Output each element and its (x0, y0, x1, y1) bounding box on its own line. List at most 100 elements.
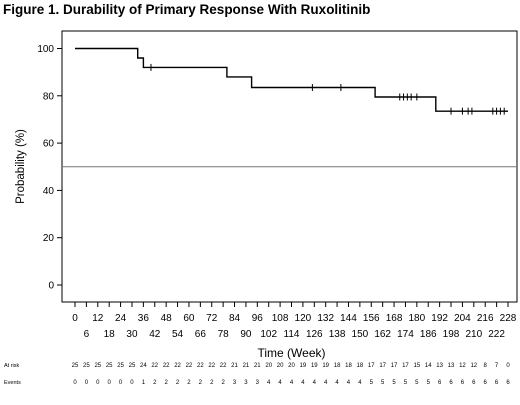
x-tick-label-bottom: 66 (195, 329, 207, 340)
risk-table-value: 17 (391, 363, 398, 369)
x-tick-label-top: 228 (500, 313, 517, 324)
x-tick-label-bottom: 90 (240, 329, 252, 340)
risk-table-value: 0 (96, 380, 100, 386)
risk-table-value: 22 (174, 363, 181, 369)
risk-table-value: 25 (72, 363, 79, 369)
risk-table-value: 2 (187, 380, 191, 386)
risk-table-value: 0 (130, 380, 134, 386)
risk-table-value: 21 (254, 363, 261, 369)
risk-table-value: 6 (461, 380, 465, 386)
risk-table-value: 21 (243, 363, 250, 369)
risk-table-value: 19 (311, 363, 318, 369)
risk-table-value: 4 (358, 380, 362, 386)
risk-table-value: 15 (413, 363, 420, 369)
risk-table-value: 5 (415, 380, 419, 386)
x-tick-label-bottom: 210 (465, 329, 482, 340)
risk-table-value: 0 (506, 363, 510, 369)
risk-table-value: 6 (495, 380, 499, 386)
risk-table-value: 5 (370, 380, 374, 386)
x-tick-label-top: 108 (272, 313, 289, 324)
x-tick-label-bottom: 114 (284, 329, 300, 340)
y-tick-label: 0 (48, 281, 54, 292)
risk-table-value: 5 (392, 380, 396, 386)
risk-table-value: 20 (265, 363, 272, 369)
risk-table-value: 21 (231, 363, 238, 369)
risk-table-value: 3 (244, 380, 248, 386)
risk-table-value: 5 (404, 380, 408, 386)
x-tick-label-top: 72 (206, 313, 218, 324)
risk-table-value: 13 (436, 363, 443, 369)
risk-table-value: 0 (119, 380, 123, 386)
risk-table-value: 5 (381, 380, 385, 386)
risk-table-value: 22 (220, 363, 227, 369)
risk-table-value: 2 (164, 380, 168, 386)
risk-table-row-label: At risk (4, 363, 20, 369)
x-tick-label-top: 216 (477, 313, 494, 324)
risk-table-value: 2 (210, 380, 214, 386)
risk-table-value: 12 (470, 363, 477, 369)
risk-table-value: 6 (506, 380, 510, 386)
risk-table-value: 4 (267, 380, 271, 386)
risk-table-value: 2 (153, 380, 157, 386)
x-tick-label-top: 96 (252, 313, 264, 324)
risk-table-value: 12 (459, 363, 466, 369)
x-axis-label: Time (Week) (257, 346, 325, 360)
y-tick-label: 60 (43, 139, 55, 150)
risk-table-value: 4 (347, 380, 351, 386)
risk-table-value: 0 (73, 380, 77, 386)
x-tick-label-top: 204 (454, 313, 471, 324)
x-tick-label-top: 84 (229, 313, 241, 324)
risk-table-value: 22 (163, 363, 170, 369)
risk-table-value: 7 (495, 363, 499, 369)
risk-table-value: 19 (300, 363, 307, 369)
risk-table-value: 20 (277, 363, 284, 369)
x-tick-label-top: 144 (340, 313, 357, 324)
x-tick-label-bottom: 162 (374, 329, 391, 340)
y-tick-label: 80 (43, 91, 55, 102)
risk-table-value: 4 (290, 380, 294, 386)
risk-table-value: 20 (288, 363, 295, 369)
x-tick-label-bottom: 42 (149, 329, 161, 340)
x-tick-label-top: 156 (363, 313, 380, 324)
risk-table-value: 4 (278, 380, 282, 386)
risk-table-value: 4 (301, 380, 305, 386)
x-tick-label-bottom: 54 (172, 329, 184, 340)
risk-table-row-label: Events (4, 380, 21, 386)
risk-table-value: 8 (484, 363, 488, 369)
x-tick-label-top: 24 (115, 313, 127, 324)
risk-table-value: 0 (85, 380, 89, 386)
y-axis-label: Probability (%) (15, 129, 27, 204)
x-tick-label-top: 48 (161, 313, 173, 324)
risk-table-value: 6 (484, 380, 488, 386)
x-tick-label-bottom: 138 (329, 329, 346, 340)
risk-table-value: 22 (151, 363, 158, 369)
x-tick-label-bottom: 6 (84, 329, 90, 340)
x-tick-label-bottom: 150 (352, 329, 369, 340)
risk-table-value: 18 (345, 363, 352, 369)
risk-table-value: 4 (335, 380, 339, 386)
risk-table-value: 25 (94, 363, 101, 369)
risk-table-value: 17 (368, 363, 375, 369)
risk-table-value: 0 (108, 380, 112, 386)
x-tick-label-top: 192 (431, 313, 448, 324)
x-tick-label-top: 120 (295, 313, 312, 324)
y-tick-label: 100 (37, 44, 54, 55)
x-tick-label-bottom: 186 (420, 329, 437, 340)
risk-table-value: 2 (176, 380, 180, 386)
x-tick-label-bottom: 198 (443, 329, 460, 340)
x-tick-label-bottom: 78 (218, 329, 230, 340)
risk-table-value: 25 (117, 363, 124, 369)
x-tick-label-top: 168 (386, 313, 403, 324)
risk-table-value: 24 (140, 363, 147, 369)
x-tick-label-top: 0 (72, 313, 78, 324)
risk-table-value: 22 (197, 363, 204, 369)
x-tick-label-top: 60 (183, 313, 195, 324)
risk-table-value: 6 (472, 380, 476, 386)
risk-table-value: 6 (438, 380, 442, 386)
risk-table-value: 25 (83, 363, 90, 369)
x-tick-label-bottom: 174 (397, 329, 414, 340)
risk-table-value: 22 (208, 363, 215, 369)
risk-table-value: 18 (357, 363, 364, 369)
risk-table-value: 17 (402, 363, 409, 369)
